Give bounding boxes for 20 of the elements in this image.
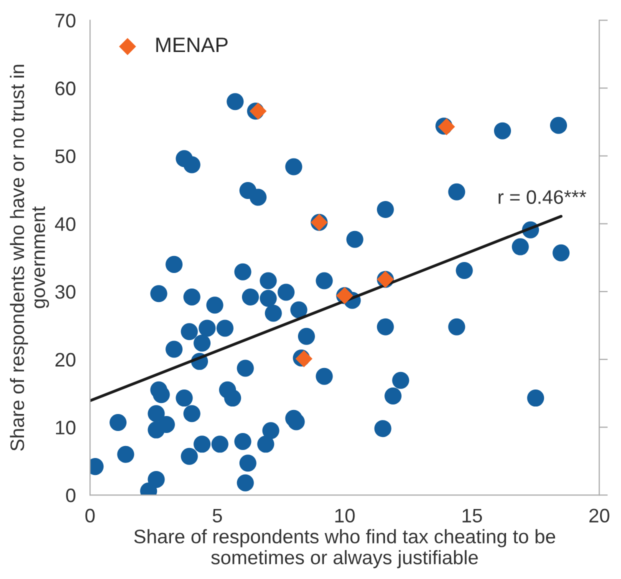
point <box>295 350 312 368</box>
x-axis-title: Share of respondents who find tax cheating to be sometimes or always justifiable <box>134 529 556 568</box>
y-tick-label: 60 <box>56 82 76 96</box>
y-tick-label: 10 <box>56 420 76 434</box>
y-axis-title: Share of respondents who have or no trust in government <box>10 64 49 451</box>
x-tick-label: 10 <box>335 508 355 523</box>
point <box>438 118 456 136</box>
y-tick-label: 30 <box>55 285 76 299</box>
y-tick-label: 70 <box>56 14 76 28</box>
x-tick-label: 20 <box>589 508 610 523</box>
x-tick-label: 15 <box>462 508 482 523</box>
y-tick-label: 50 <box>55 149 76 164</box>
x-tick-label: 5 <box>212 508 222 523</box>
y-tick-label: 20 <box>56 352 76 367</box>
y-tick-label: 0 <box>66 488 76 502</box>
point <box>250 102 267 120</box>
legend-label: MENAP <box>156 38 228 52</box>
y-tick-label: 40 <box>54 217 76 231</box>
x-tick-label: 0 <box>85 508 95 523</box>
annotation: r = 0.46*** <box>498 190 586 204</box>
